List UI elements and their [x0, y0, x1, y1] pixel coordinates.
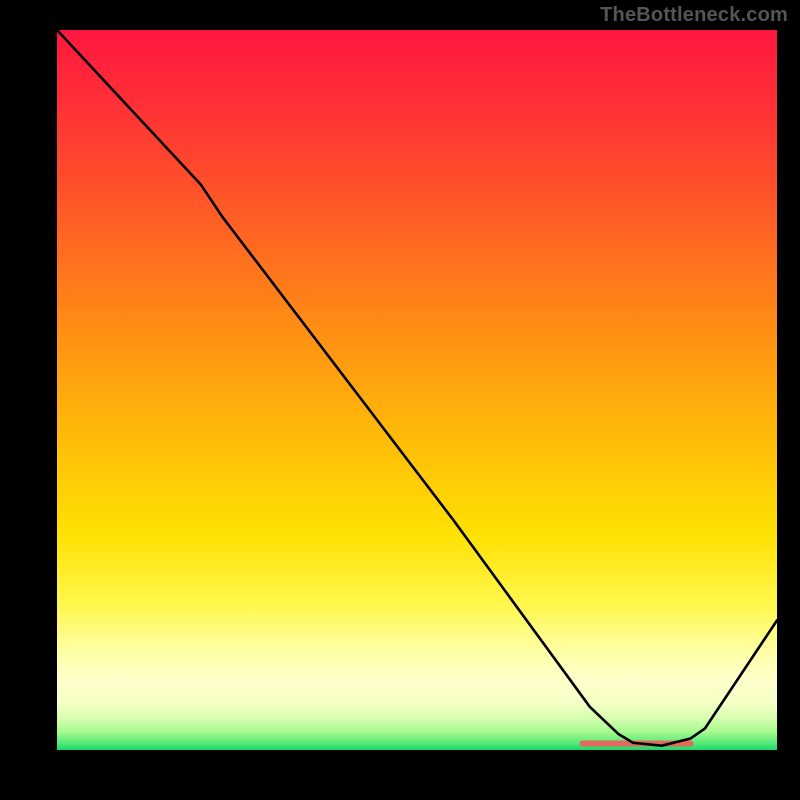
gradient-background	[57, 30, 777, 750]
chart-svg	[57, 30, 777, 750]
chart-area	[57, 30, 777, 750]
page-root: TheBottleneck.com	[0, 0, 800, 800]
watermark-text: TheBottleneck.com	[600, 4, 788, 27]
